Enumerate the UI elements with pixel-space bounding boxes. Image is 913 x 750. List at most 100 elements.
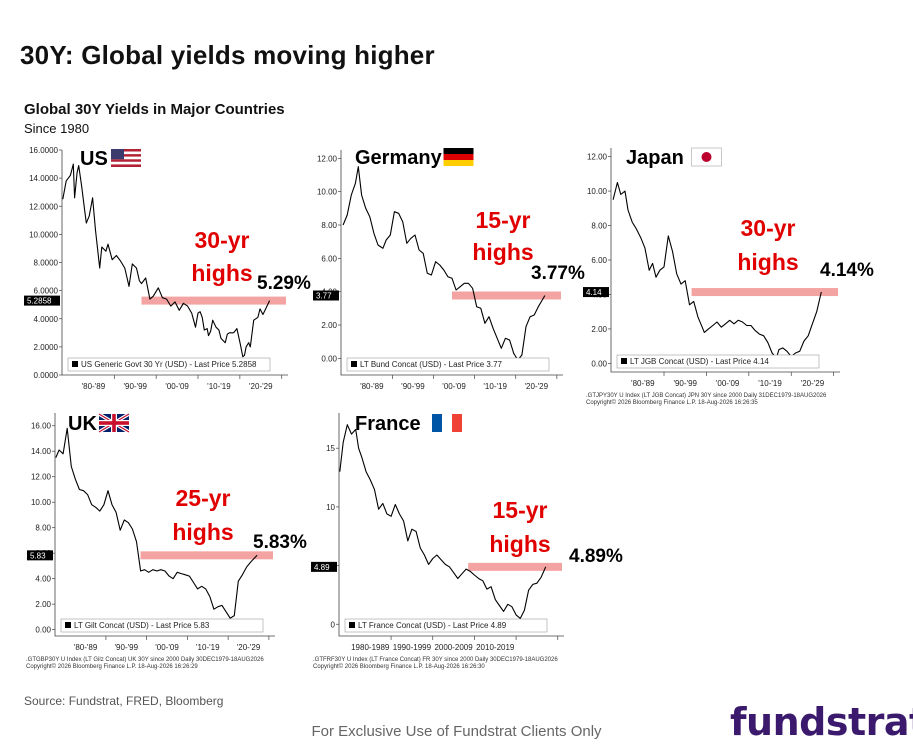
x-tick-label: '10-'19 xyxy=(196,643,220,652)
y-tick-label: 2.00 xyxy=(35,600,51,609)
legend-swatch xyxy=(621,358,627,364)
y-tick-label: 0 xyxy=(331,620,336,629)
germany-flag-icon xyxy=(443,148,474,166)
bloomberg-footnote: Copyright© 2026 Bloomberg Finance L.P. 1… xyxy=(26,663,198,670)
yield-series-line xyxy=(342,166,546,361)
y-tick-label: 10.00 xyxy=(587,187,608,196)
annotation-text: highs xyxy=(472,239,533,265)
legend-swatch xyxy=(65,622,71,628)
last-price-badge-label: 5.2858 xyxy=(27,297,52,306)
uk-flag-icon xyxy=(98,412,130,434)
x-tick-label: '10-'19 xyxy=(483,382,507,391)
x-tick-label: '20-'29 xyxy=(525,382,549,391)
bloomberg-footnote: Copyright© 2026 Bloomberg Finance L.P. 1… xyxy=(313,663,485,670)
x-tick-label: '90-'99 xyxy=(115,643,139,652)
last-price-badge-label: 3.77 xyxy=(316,292,332,301)
x-tick-label: 2010-2019 xyxy=(476,643,515,652)
x-tick-label: '20-'29 xyxy=(237,643,261,652)
y-tick-label: 8.00 xyxy=(591,222,607,231)
country-label: Germany xyxy=(355,147,443,169)
y-tick-label: 4.00 xyxy=(35,575,51,584)
chart-svg-japan: 0.002.004.006.008.0010.0012.00'80-'89'90… xyxy=(583,147,874,406)
legend-swatch xyxy=(349,622,355,628)
annotation-text: highs xyxy=(737,249,798,275)
y-tick-label: 2.0000 xyxy=(34,343,59,352)
y-tick-label: 10.00 xyxy=(317,188,338,197)
annotation-text: 30-yr xyxy=(195,227,250,253)
annotation-text: highs xyxy=(172,519,233,545)
fundstrat-logo: fundstrat xyxy=(730,700,913,744)
highlight-band xyxy=(691,288,838,297)
x-tick-label: '80-'89 xyxy=(360,382,384,391)
last-value-label: 3.77% xyxy=(531,263,585,284)
y-tick-label: 16.0000 xyxy=(29,146,58,155)
x-tick-label: '80-'89 xyxy=(631,379,655,388)
last-price-badge xyxy=(27,550,53,561)
x-tick-label: '80-'89 xyxy=(82,382,106,391)
last-value-label: 4.14% xyxy=(820,260,874,281)
y-tick-label: 6.00 xyxy=(321,254,337,263)
bloomberg-footnote: .GTGBP30Y U Index (LT Gilz Concat) UK 30… xyxy=(26,657,264,663)
country-label: US xyxy=(80,148,108,170)
y-tick-label: 12.00 xyxy=(317,154,338,163)
y-tick-label: 0.00 xyxy=(591,359,607,368)
last-price-badge-label: 4.14 xyxy=(586,288,602,297)
y-tick-label: 12.0000 xyxy=(29,202,58,211)
japan-flag-icon xyxy=(691,147,722,167)
chart-subheading: Since 1980 xyxy=(24,121,90,136)
legend-swatch xyxy=(72,361,78,367)
annotation-text: 25-yr xyxy=(176,485,231,511)
last-value-label: 4.89% xyxy=(569,546,623,567)
legend-box xyxy=(344,618,548,633)
highlight-band xyxy=(468,562,562,571)
last-price-badge-label: 5.83 xyxy=(30,551,46,560)
bloomberg-footnote: .GTFRF30Y U Index (LT France Concat) FR … xyxy=(313,657,558,663)
x-tick-label: '00-'09 xyxy=(716,379,740,388)
y-tick-label: 2.00 xyxy=(321,321,337,330)
x-tick-label: '10-'19 xyxy=(207,382,231,391)
y-tick-label: 2.00 xyxy=(591,325,607,334)
chart-svg-uk: 0.002.004.006.008.0010.0012.0014.0016.00… xyxy=(26,412,307,670)
country-label: Japan xyxy=(626,147,684,169)
chart-heading: Global 30Y Yields in Major Countries xyxy=(24,101,285,118)
yield-series-line xyxy=(55,427,258,619)
x-tick-label: '90-'99 xyxy=(673,379,697,388)
chart-panel-us: 0.0000 2.0000 4.0000 6.0000 8.0000 10.0000 12.… xyxy=(18,143,311,403)
chart-panel-germany: 0.002.004.006.008.0010.0012.00'80-'89'90… xyxy=(305,143,595,403)
legend-label: LT JGB Concat (USD) - Last Price 4.14 xyxy=(630,357,769,366)
legend-label: LT Bund Concat (USD) - Last Price 3.77 xyxy=(360,360,503,369)
slide-title: 30Y: Global yields moving higher xyxy=(20,40,435,70)
x-tick-label: 1980-1989 xyxy=(351,643,390,652)
source-note: Source: Fundstrat, FRED, Bloomberg xyxy=(24,694,224,708)
legend-label: LT France Concat (USD) - Last Price 4.89 xyxy=(358,621,507,630)
legend-box xyxy=(346,357,550,372)
annotation-text: 30-yr xyxy=(741,215,796,241)
chart-svg-germany: 0.002.004.006.008.0010.0012.00'80-'89'90… xyxy=(313,147,585,391)
yield-series-line xyxy=(612,181,822,359)
y-tick-label: 12.00 xyxy=(31,473,52,482)
chart-panel-uk: 0.002.004.006.008.0010.0012.0014.0016.00… xyxy=(18,408,313,683)
us-flag-icon xyxy=(111,149,141,167)
y-tick-label: 8.00 xyxy=(321,221,337,230)
bloomberg-footnote: Copyright© 2026 Bloomberg Finance L.P. 1… xyxy=(586,399,758,406)
y-tick-label: 10.0000 xyxy=(29,230,58,239)
x-tick-label: '90-'99 xyxy=(123,382,147,391)
y-tick-label: 14.0000 xyxy=(29,174,58,183)
footer-disclaimer: For Exclusive Use of Fundstrat Clients O… xyxy=(311,723,602,740)
x-tick-label: '00-'09 xyxy=(165,382,189,391)
x-tick-label: '20-'29 xyxy=(249,382,273,391)
y-tick-label: 12.00 xyxy=(587,153,608,162)
highlight-band xyxy=(141,296,286,305)
last-value-label: 5.29% xyxy=(257,273,311,294)
last-value-label: 5.83% xyxy=(253,532,307,553)
x-tick-label: '90-'99 xyxy=(401,382,425,391)
legend-label: LT Gilt Concat (USD) - Last Price 5.83 xyxy=(74,621,210,630)
chart-panel-japan: 0.002.004.006.008.0010.0012.00'80-'89'90… xyxy=(578,143,878,418)
y-tick-label: 0.0000 xyxy=(34,371,59,380)
country-label: France xyxy=(355,413,421,435)
y-tick-label: 0.00 xyxy=(35,626,51,635)
x-tick-label: '80-'89 xyxy=(74,643,98,652)
annotation-text: highs xyxy=(489,531,550,557)
x-tick-label: '10-'19 xyxy=(758,379,782,388)
x-tick-label: 2000-2009 xyxy=(434,643,473,652)
